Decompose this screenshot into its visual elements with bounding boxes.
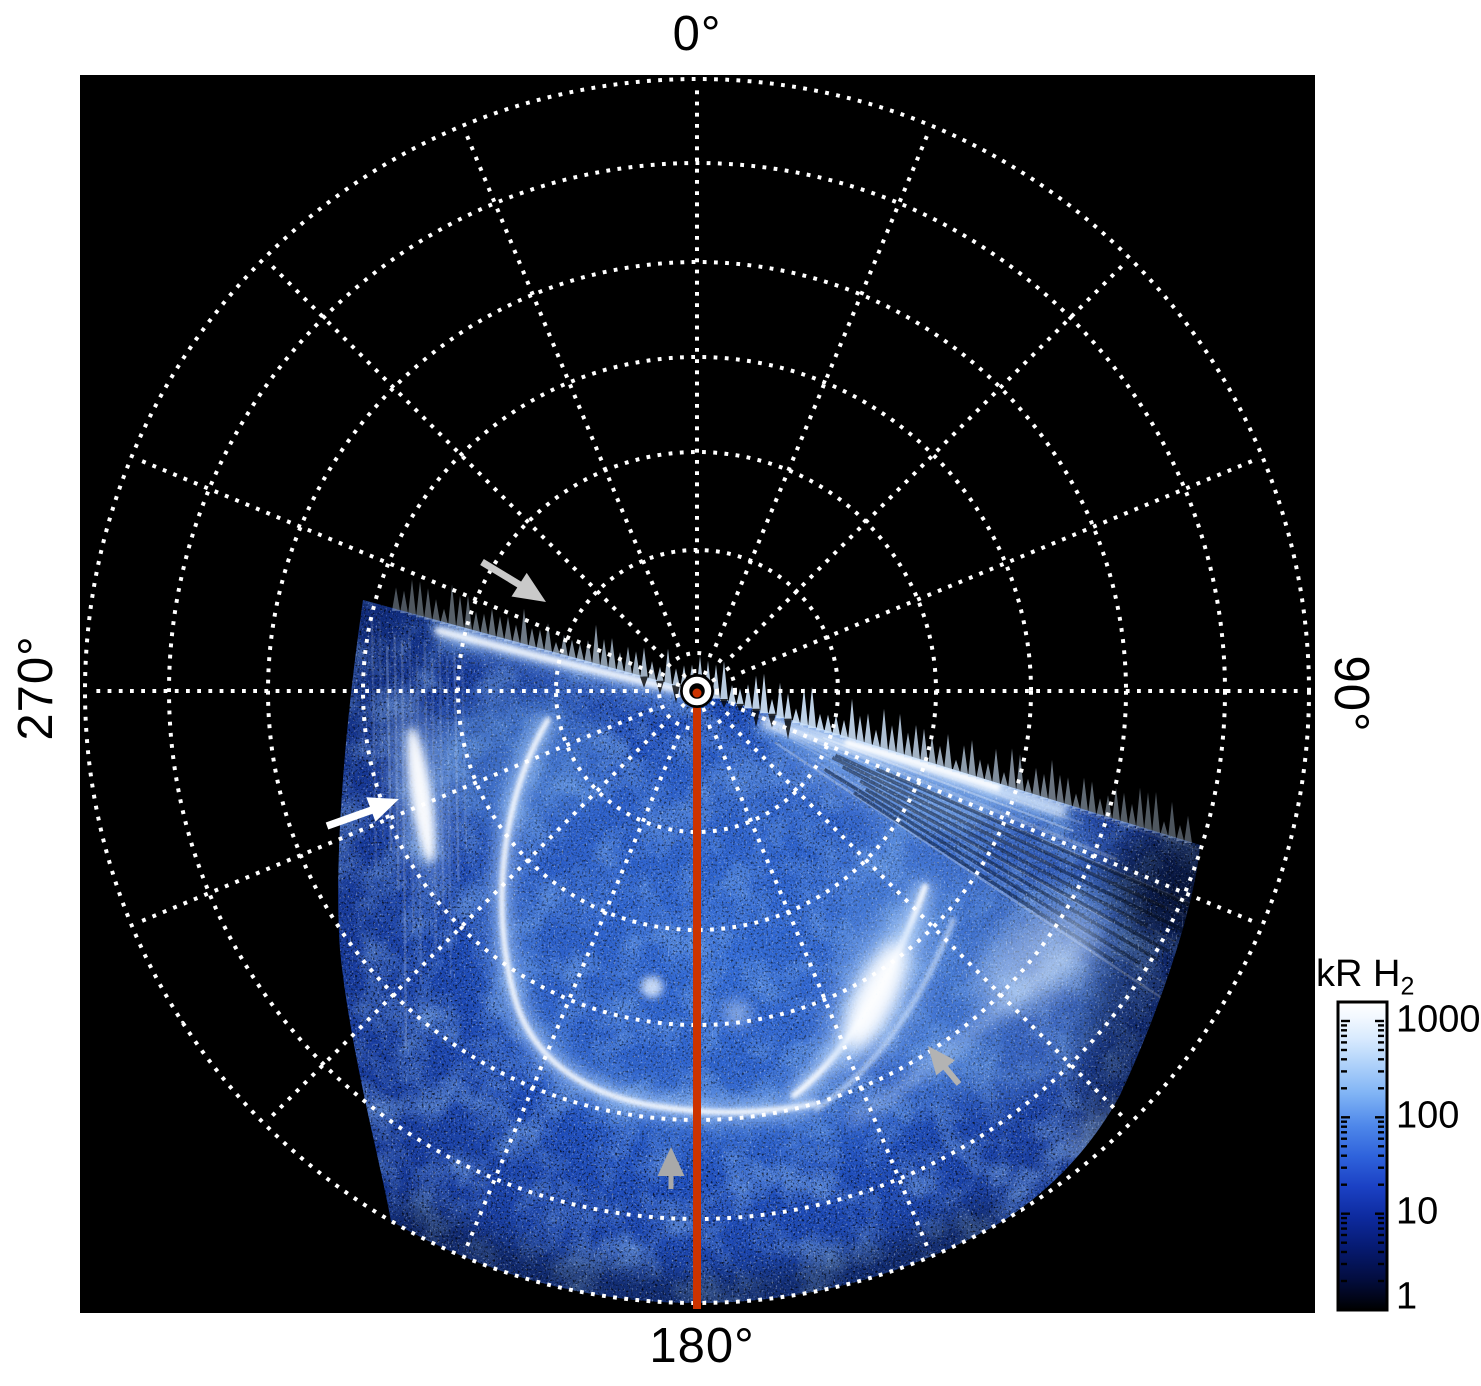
colorbar-title-subscript: 2 [1400, 972, 1415, 1001]
colorbar-tick-100: 100 [1396, 1094, 1460, 1137]
colorbar-tick-1: 1 [1396, 1275, 1418, 1318]
colorbar-tick-1000: 1000 [1396, 998, 1481, 1041]
colorbar-ticks [1341, 1019, 1384, 1312]
pole-marker [680, 674, 714, 708]
left-white-arrow [325, 797, 399, 830]
right-gray-arrow [928, 1046, 962, 1086]
azimuth-label-180: 180° [649, 1319, 755, 1373]
upper-gray-arrow [480, 559, 546, 602]
colorbar [1336, 1000, 1389, 1312]
azimuth-label-90: 90° [1324, 655, 1378, 733]
colorbar-tick-10: 10 [1396, 1190, 1439, 1233]
azimuth-label-0: 0° [672, 7, 722, 61]
colorbar-title: kR H2 [1316, 953, 1415, 1001]
azimuth-label-270: 270° [9, 635, 63, 741]
polar-grid [83, 77, 1311, 1305]
bottom-gray-arrow [657, 1147, 685, 1189]
